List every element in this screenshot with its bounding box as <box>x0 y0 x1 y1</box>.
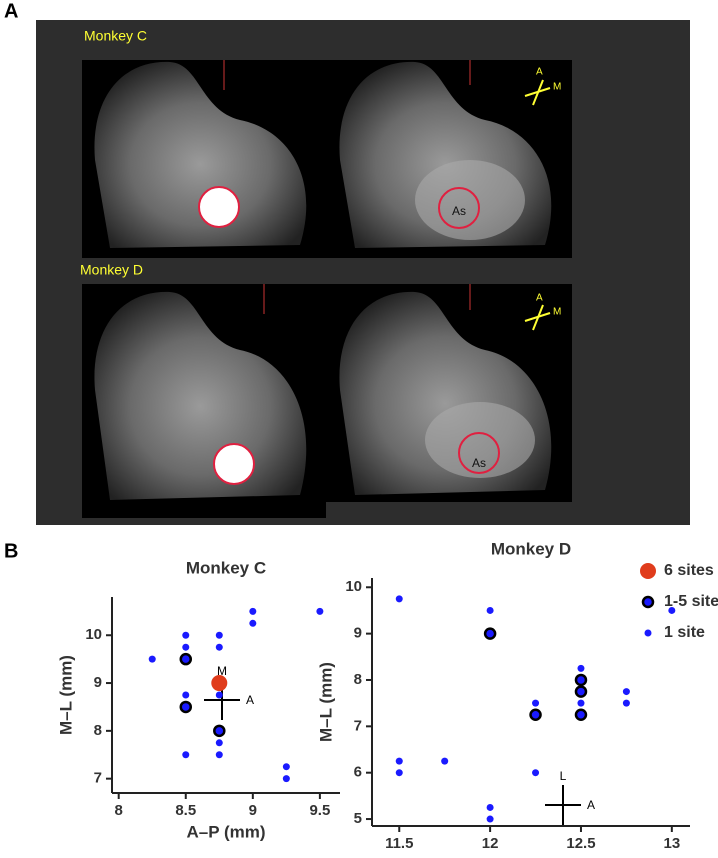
data-point <box>486 803 494 811</box>
x-tick-label: 11.5 <box>385 835 413 852</box>
orientation-cross <box>524 79 551 331</box>
legend-label: 6 sites <box>664 562 714 579</box>
y-axis-label: M–L (mm) <box>316 662 335 742</box>
data-point <box>282 763 290 771</box>
data-point <box>182 631 190 639</box>
data-point <box>182 751 190 759</box>
x-tick-label: 8.5 <box>175 802 196 819</box>
data-point <box>215 643 223 651</box>
chart-title: Monkey C <box>186 558 266 577</box>
data-point <box>574 673 588 687</box>
data-point <box>395 769 403 777</box>
orientation-label: A <box>536 67 543 78</box>
orientation-label: A <box>587 798 595 812</box>
y-tick-label: 8 <box>94 722 102 739</box>
mri-images <box>82 60 572 518</box>
legend-label: 1 site <box>664 624 705 641</box>
data-point <box>395 757 403 765</box>
monkey-label: Monkey C <box>84 28 147 44</box>
data-point <box>211 675 228 692</box>
data-point <box>249 607 257 615</box>
data-point <box>486 815 494 823</box>
x-axis-label: A–P (mm) <box>186 822 265 841</box>
y-tick-label: 8 <box>354 671 362 688</box>
panel-label: A <box>4 0 18 22</box>
data-point <box>574 708 588 721</box>
area-label: As <box>452 204 466 218</box>
y-axis-label: M–L (mm) <box>56 655 75 735</box>
y-tick-label: 5 <box>354 810 362 827</box>
data-point <box>532 699 540 707</box>
y-tick-label: 9 <box>94 674 102 691</box>
data-point <box>532 769 540 777</box>
data-point <box>215 739 223 747</box>
data-point <box>577 664 585 672</box>
data-point <box>213 724 226 738</box>
y-tick-label: 7 <box>94 770 102 787</box>
y-tick-label: 10 <box>85 626 102 643</box>
data-point <box>622 699 630 707</box>
legend-marker <box>644 629 652 637</box>
data-point <box>622 688 630 696</box>
data-point <box>441 757 449 765</box>
data-point <box>483 627 497 640</box>
data-point <box>215 691 223 699</box>
monkey-label: Monkey D <box>80 262 143 278</box>
orientation-label: A <box>536 293 543 304</box>
data-point <box>179 652 193 666</box>
x-tick-label: 9 <box>249 802 257 819</box>
legend-marker <box>640 563 656 579</box>
x-tick-label: 8 <box>115 802 123 819</box>
data-point <box>577 699 585 707</box>
data-point <box>148 655 156 663</box>
data-point <box>215 751 223 759</box>
orientation-label: M <box>217 664 227 678</box>
x-tick-label: 12.5 <box>566 835 595 852</box>
data-point <box>529 708 542 721</box>
data-point <box>316 607 324 615</box>
data-point <box>182 643 190 651</box>
x-tick-label: 9.5 <box>309 802 330 819</box>
y-tick-label: 9 <box>354 625 362 642</box>
y-tick-label: 6 <box>354 764 362 781</box>
y-tick-label: 7 <box>354 717 362 734</box>
orientation-label: M <box>553 307 561 318</box>
orientation-label: L <box>560 769 567 783</box>
data-point <box>395 595 403 603</box>
data-point <box>179 700 193 714</box>
legend-marker <box>641 595 655 609</box>
orientation-label: A <box>246 693 254 707</box>
chart-title: Monkey D <box>491 539 571 558</box>
data-point <box>574 685 588 698</box>
panel-label: B <box>4 540 18 562</box>
data-point <box>282 775 290 783</box>
orientation-label: M <box>553 82 561 93</box>
data-point <box>668 606 676 614</box>
data-point <box>215 631 223 639</box>
data-point <box>249 619 257 627</box>
legend-label: 1-5 sites <box>664 593 718 610</box>
data-point <box>182 691 190 699</box>
x-tick-label: 13 <box>663 835 680 852</box>
x-tick-label: 12 <box>482 835 499 852</box>
area-label: As <box>472 456 486 470</box>
y-tick-label: 10 <box>345 578 362 595</box>
data-point <box>486 606 494 614</box>
